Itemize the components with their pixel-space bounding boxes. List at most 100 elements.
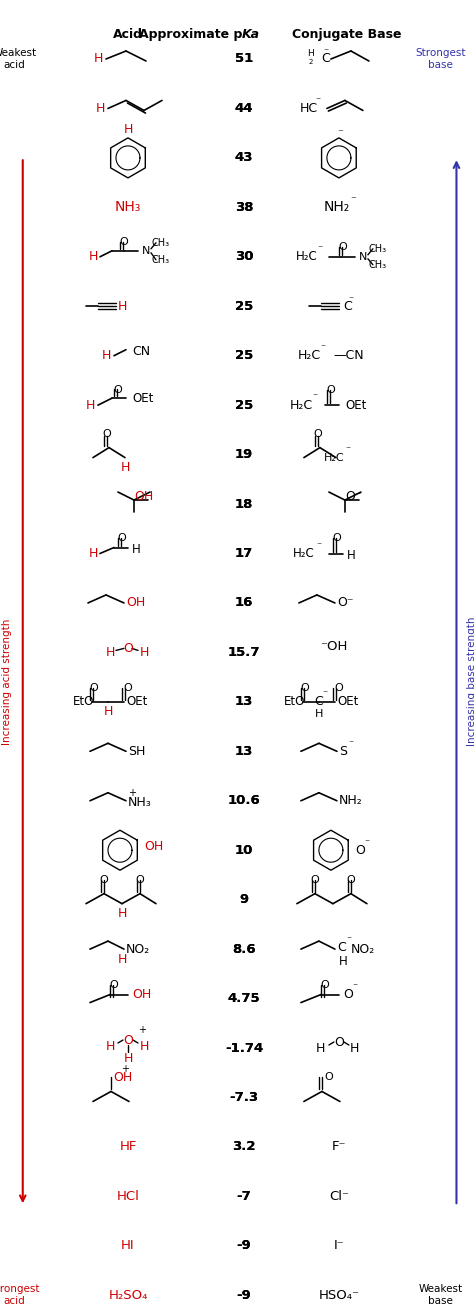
Text: ⁻: ⁻ [346,446,350,456]
Text: F⁻: F⁻ [332,1141,346,1154]
Text: NH₃: NH₃ [128,796,152,809]
Text: ⁻: ⁻ [337,128,343,138]
Text: 43: 43 [235,151,254,164]
Text: 10.6: 10.6 [228,794,261,808]
Text: -9: -9 [237,1239,252,1252]
Text: NO₂: NO₂ [126,943,150,956]
Text: H: H [105,1040,115,1053]
Text: O: O [136,874,145,885]
Text: NH₂: NH₂ [339,794,363,808]
Text: NO₂: NO₂ [351,943,375,956]
Text: Increasing base strength: Increasing base strength [467,617,474,746]
Text: H: H [132,543,141,556]
Text: H₂C: H₂C [324,452,344,463]
Text: -7.3: -7.3 [229,1091,259,1104]
Text: H: H [117,907,127,920]
Text: ⁻: ⁻ [350,195,356,206]
Text: 2: 2 [309,59,313,66]
Text: 44: 44 [235,102,254,115]
Text: Approximate p: Approximate p [139,28,242,41]
Text: ⁻: ⁻ [346,935,352,945]
Text: H: H [93,52,103,66]
Text: 25: 25 [235,349,253,362]
Text: OH: OH [134,489,153,502]
Text: 19: 19 [235,448,253,461]
Text: -9: -9 [237,1289,252,1302]
Text: 25: 25 [235,349,253,362]
Text: O: O [119,237,128,246]
Text: O: O [334,1036,344,1049]
Text: 10: 10 [235,844,253,856]
Text: OEt: OEt [126,695,147,708]
Text: +: + [121,1065,129,1075]
Text: OH: OH [132,988,151,1002]
Text: OEt: OEt [132,392,154,405]
Text: Weakest
base: Weakest base [419,1285,463,1306]
Text: H: H [308,50,314,59]
Text: 38: 38 [235,201,254,214]
Text: -9: -9 [237,1289,252,1302]
Text: 51: 51 [235,52,253,66]
Text: H: H [139,1040,149,1053]
Text: ⁻: ⁻ [315,97,320,106]
Text: 25: 25 [235,399,253,412]
Text: HSO₄⁻: HSO₄⁻ [319,1289,359,1302]
Text: H: H [316,1041,326,1054]
Text: ⁻: ⁻ [352,982,357,992]
Text: C: C [343,300,352,313]
Text: 15.7: 15.7 [228,646,260,659]
Text: 4.75: 4.75 [228,992,260,1006]
Text: O: O [346,874,356,885]
Text: O: O [100,874,109,885]
Text: 10.6: 10.6 [228,794,261,808]
Text: O: O [123,1033,133,1046]
Text: ⁻: ⁻ [312,392,318,402]
Text: ⁻: ⁻ [365,838,369,848]
Text: 43: 43 [235,151,254,164]
Text: 9: 9 [239,893,249,906]
Text: ⁻: ⁻ [318,244,322,254]
Text: O: O [301,683,309,692]
Text: CH₃: CH₃ [369,244,387,254]
Text: 25: 25 [235,300,253,313]
Text: 44: 44 [235,102,254,115]
Text: H₂C: H₂C [289,399,312,412]
Text: H: H [350,1041,360,1054]
Text: H₂C: H₂C [293,547,315,560]
Text: O⁻: O⁻ [337,597,354,610]
Text: HC: HC [300,102,318,115]
Text: OEt: OEt [337,695,358,708]
Text: ⁻: ⁻ [322,688,328,699]
Text: H: H [338,954,347,968]
Text: -7.3: -7.3 [229,1091,259,1104]
Text: 10: 10 [235,844,253,856]
Text: CH₃: CH₃ [152,254,170,265]
Text: -7: -7 [237,1190,252,1203]
Text: NH₃: NH₃ [115,201,141,214]
Text: 38: 38 [235,201,254,214]
Text: +: + [138,1025,146,1034]
Text: ⁻OH: ⁻OH [320,640,347,653]
Text: 9: 9 [239,893,249,906]
Text: +: + [128,788,136,798]
Text: O⁻: O⁻ [345,489,361,502]
Text: H: H [95,102,105,115]
Text: 3.2: 3.2 [232,1141,256,1154]
Text: O: O [313,429,322,439]
Text: H: H [120,461,130,475]
Text: -7: -7 [237,1190,252,1203]
Text: OEt: OEt [345,399,366,412]
Text: CH₃: CH₃ [369,260,387,270]
Text: H: H [123,1051,133,1065]
Text: N: N [142,245,150,256]
Text: CN: CN [132,345,150,358]
Text: 13: 13 [235,745,253,758]
Text: Ka: Ka [242,28,260,41]
Text: 8.6: 8.6 [232,943,256,956]
Text: 8.6: 8.6 [232,943,256,956]
Text: OH: OH [113,1071,132,1084]
Text: 17: 17 [235,547,253,560]
Text: O: O [109,979,118,990]
Text: O: O [118,532,127,543]
Text: O: O [320,979,329,990]
